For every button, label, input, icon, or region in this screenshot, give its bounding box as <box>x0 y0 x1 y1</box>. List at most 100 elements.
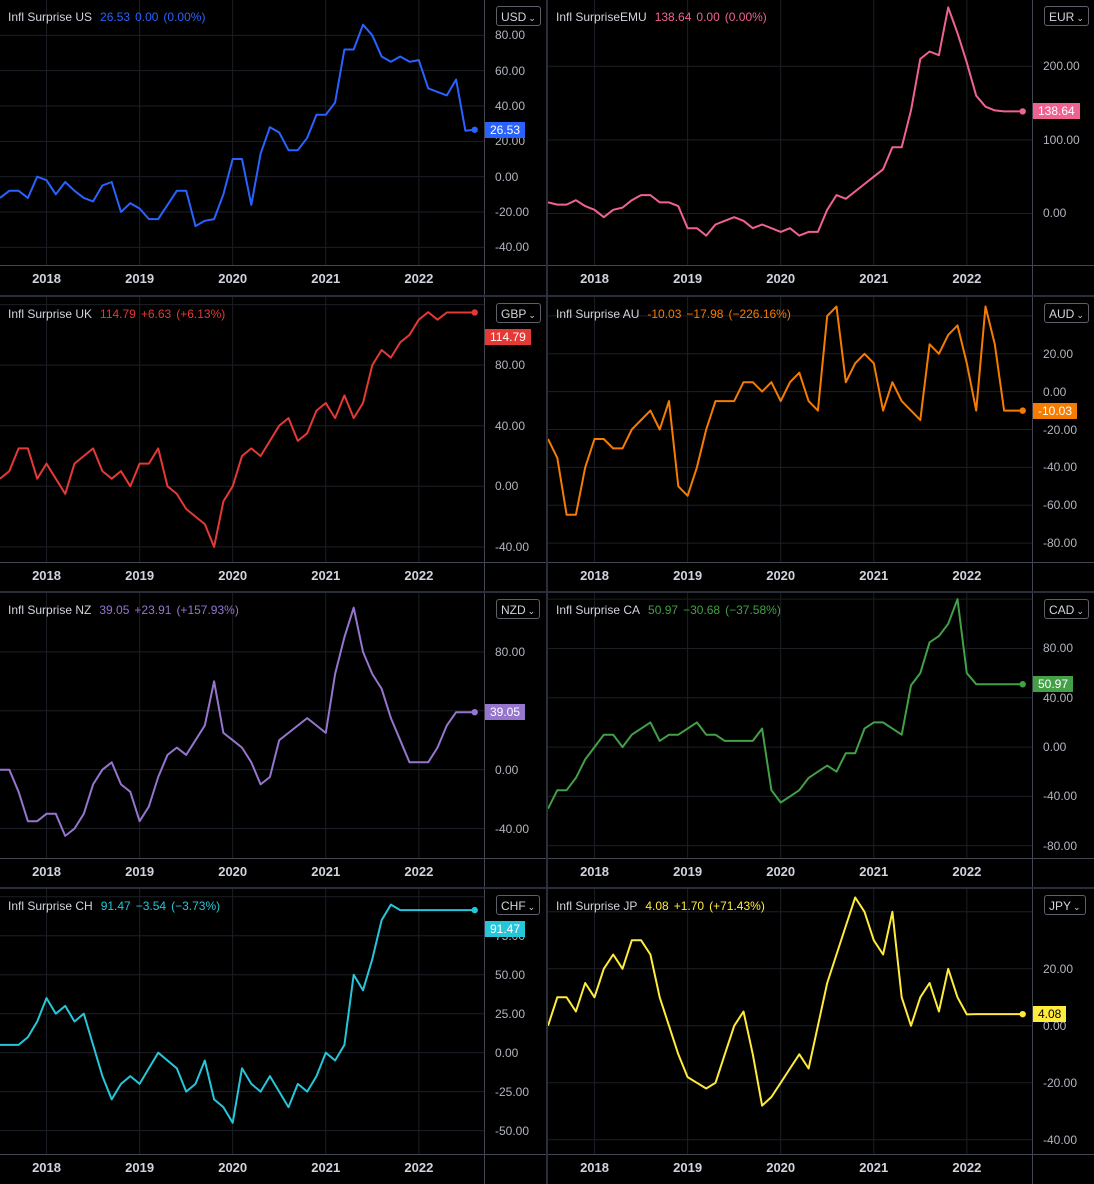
series-legend[interactable]: Infl Surprise UK 114.79 +6.63 (+6.13%) <box>8 307 230 321</box>
currency-label: NZD <box>501 603 526 617</box>
chart-svg-us <box>0 0 546 295</box>
chart-panel-ch[interactable]: Infl Surprise CH 91.47 −3.54 (−3.73%) CHF ⌄ -5… <box>0 889 546 1184</box>
chart-svg-emu <box>548 0 1094 295</box>
x-tick-label: 2019 <box>125 864 155 879</box>
y-tick-label: 80.00 <box>495 644 526 659</box>
currency-button[interactable]: NZD ⌄ <box>496 599 541 619</box>
x-tick-label: 2022 <box>952 864 982 879</box>
y-tick-label: 0.00 <box>495 1045 519 1060</box>
x-tick-label: 2018 <box>580 864 609 879</box>
series-legend[interactable]: Infl Surprise CH 91.47 −3.54 (−3.73%) <box>8 899 225 913</box>
y-tick-label: -80.00 <box>1043 536 1078 551</box>
series-legend[interactable]: Infl SurpriseEMU 138.64 0.00 (0.00%) <box>556 10 772 24</box>
x-tick-label: 2022 <box>404 568 434 583</box>
last-value-tag: 50.97 <box>1033 676 1074 693</box>
series-name: Infl Surprise UK <box>8 307 93 321</box>
x-tick-label: 2021 <box>859 271 889 286</box>
chart-panel-us[interactable]: Infl Surprise US 26.53 0.00 (0.00%) USD ⌄ -40.… <box>0 0 546 295</box>
x-tick-label: 2021 <box>859 864 889 879</box>
y-tick-label: 60.00 <box>495 63 526 78</box>
series-legend[interactable]: Infl Surprise AU -10.03 −17.98 (−226.16%) <box>556 307 796 321</box>
chart-panel-uk[interactable]: Infl Surprise UK 114.79 +6.63 (+6.13%) GBP ⌄ -… <box>0 297 546 592</box>
change-value: −3.54 <box>135 899 167 913</box>
change-percent: (−3.73%) <box>171 899 221 913</box>
x-tick-label: 2019 <box>673 1160 703 1175</box>
last-value-tag: 138.64 <box>1033 103 1080 120</box>
currency-button[interactable]: EUR ⌄ <box>1044 6 1089 26</box>
series-line-au <box>548 305 1023 516</box>
currency-label: CAD <box>1049 603 1075 617</box>
series-legend[interactable]: Infl Surprise NZ 39.05 +23.91 (+157.93%) <box>8 603 244 617</box>
y-tick-label: -40.00 <box>495 539 530 554</box>
currency-button[interactable]: JPY ⌄ <box>1044 895 1086 915</box>
y-tick-label: 0.00 <box>495 169 519 184</box>
series-legend[interactable]: Infl Surprise CA 50.97 −30.68 (−37.58%) <box>556 603 786 617</box>
y-tick-label: 80.00 <box>1043 641 1074 656</box>
y-tick-label: 25.00 <box>495 1006 526 1021</box>
last-value: 91.47 <box>100 899 131 913</box>
change-value: −17.98 <box>686 307 724 321</box>
chevron-down-icon: ⌄ <box>1073 902 1081 912</box>
currency-button[interactable]: CHF ⌄ <box>496 895 541 915</box>
chevron-down-icon: ⌄ <box>1076 310 1084 320</box>
panel-separator[interactable] <box>546 0 548 1184</box>
chart-svg-uk <box>0 297 546 592</box>
y-tick-label: 20.00 <box>495 134 526 149</box>
x-tick-label: 2018 <box>32 864 61 879</box>
x-tick-label: 2020 <box>766 271 796 286</box>
y-tick-label: -50.00 <box>495 1123 530 1138</box>
chart-panel-nz[interactable]: Infl Surprise NZ 39.05 +23.91 (+157.93%) NZD… <box>0 593 546 888</box>
x-tick-label: 2018 <box>32 568 61 583</box>
x-tick-label: 2018 <box>580 1160 609 1175</box>
chart-panel-jp[interactable]: Infl Surprise JP 4.08 +1.70 (+71.43%) JPY ⌄ -4… <box>548 889 1094 1184</box>
x-tick-label: 2022 <box>404 864 434 879</box>
currency-button[interactable]: AUD ⌄ <box>1044 303 1089 323</box>
last-value-tag: 26.53 <box>485 121 526 138</box>
x-tick-label: 2020 <box>218 271 248 286</box>
y-tick-label: -20.00 <box>495 205 530 219</box>
x-tick-label: 2019 <box>125 271 155 286</box>
series-legend[interactable]: Infl Surprise US 26.53 0.00 (0.00%) <box>8 10 210 24</box>
chart-panel-au[interactable]: Infl Surprise AU -10.03 −17.98 (−226.16%) AU… <box>548 297 1094 592</box>
chart-panel-emu[interactable]: Infl SurpriseEMU 138.64 0.00 (0.00%) EUR ⌄ 0.0… <box>548 0 1094 295</box>
chevron-down-icon: ⌄ <box>528 310 536 320</box>
x-tick-label: 2021 <box>311 1160 341 1175</box>
last-value: 39.05 <box>99 603 130 617</box>
change-percent: (+6.13%) <box>176 307 226 321</box>
y-tick-label: -20.00 <box>1043 422 1078 437</box>
x-tick-label: 2022 <box>952 568 982 583</box>
x-tick-label: 2019 <box>673 271 703 286</box>
currency-button[interactable]: USD ⌄ <box>496 6 541 26</box>
y-tick-label: 0.00 <box>1043 740 1067 755</box>
series-line-jp <box>548 896 1023 1107</box>
x-tick-label: 2020 <box>218 568 248 583</box>
chevron-down-icon: ⌄ <box>527 606 536 616</box>
last-value-tag: 91.47 <box>485 921 526 937</box>
x-tick-label: 2019 <box>125 568 155 583</box>
change-percent: (+157.93%) <box>176 603 239 617</box>
y-tick-label: 0.00 <box>1043 206 1067 221</box>
last-value: 114.79 <box>100 307 136 321</box>
x-tick-label: 2020 <box>766 568 796 583</box>
y-tick-label: -20.00 <box>1043 1075 1078 1090</box>
x-tick-label: 2021 <box>311 864 341 879</box>
change-percent: (0.00%) <box>724 10 767 24</box>
series-legend[interactable]: Infl Surprise JP 4.08 +1.70 (+71.43%) <box>556 899 770 913</box>
y-tick-label: 0.00 <box>495 479 519 494</box>
series-name: Infl Surprise US <box>8 10 93 24</box>
series-line-nz <box>0 606 475 837</box>
chart-panel-ca[interactable]: Infl Surprise CA 50.97 −30.68 (−37.58%) CAD ⌄… <box>548 593 1094 888</box>
change-percent: (+71.43%) <box>709 899 765 913</box>
y-tick-label: 100.00 <box>1043 132 1080 147</box>
y-tick-label: 80.00 <box>495 358 526 373</box>
currency-button[interactable]: GBP ⌄ <box>496 303 541 323</box>
series-line-ch <box>0 903 475 1124</box>
last-value: -10.03 <box>647 307 682 321</box>
x-tick-label: 2020 <box>766 864 796 879</box>
last-value: 4.08 <box>645 899 669 913</box>
y-tick-label: -40.00 <box>1043 789 1078 804</box>
last-point-marker <box>471 309 478 316</box>
currency-button[interactable]: CAD ⌄ <box>1044 599 1089 619</box>
x-tick-label: 2018 <box>32 271 61 286</box>
last-point-marker <box>1019 681 1026 688</box>
